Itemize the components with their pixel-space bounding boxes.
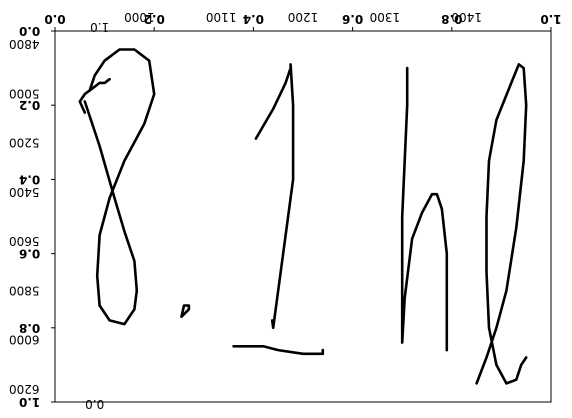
secondary-bottom-label: 0.0 xyxy=(85,397,104,411)
x-tick-label: 1.0 xyxy=(540,12,561,26)
x-tick-label: 0.4 xyxy=(243,12,264,26)
tick-layer xyxy=(51,27,552,403)
secondary-y-tick-label: 6200 xyxy=(9,382,40,396)
secondary-x-tick-label: 1000 xyxy=(124,10,155,24)
y-tick-label: 0.2 xyxy=(19,98,40,112)
label-layer: 0.0 0.2 0.4 0.6 0.8 1.0 0.0 0.2 0.4 0.6 0.8 1.0 1000… xyxy=(9,10,562,411)
ink-stroke-1 xyxy=(78,77,111,114)
secondary-y-tick-label: 5000 xyxy=(9,86,40,100)
y-tick-label: 0.6 xyxy=(19,247,40,261)
plot-frame xyxy=(54,30,552,403)
secondary-x-tick-label: 1300 xyxy=(370,10,401,24)
y-tick-label: 0.8 xyxy=(19,321,40,335)
x-tick-label: 0.0 xyxy=(44,12,65,26)
ink-stroke-5 xyxy=(232,345,325,356)
secondary-y-tick-label: 5600 xyxy=(9,234,40,248)
y-tick-label: 0.4 xyxy=(19,172,40,186)
y-tick-label: 1.0 xyxy=(19,395,40,409)
x-tick-label: 0.8 xyxy=(441,12,462,26)
x-tick-label: 0.2 xyxy=(144,12,165,26)
secondary-x-tick-label: 1200 xyxy=(288,10,319,24)
secondary-y-tick-label: 6000 xyxy=(9,333,40,347)
ink-stroke-7 xyxy=(475,63,528,385)
secondary-y-tick-label: 5400 xyxy=(9,185,40,199)
x-tick-label: 0.6 xyxy=(342,12,363,26)
secondary-y-tick-label: 5800 xyxy=(9,283,40,297)
ink-stroke-2 xyxy=(83,48,156,326)
secondary-extra-label: 1.0 xyxy=(90,20,109,34)
y-tick-label: 0.0 xyxy=(19,24,40,38)
ink-layer xyxy=(78,48,528,385)
ink-stroke-6 xyxy=(400,66,449,352)
secondary-x-tick-label: 1400 xyxy=(451,10,482,24)
secondary-y-tick-label: 4800 xyxy=(9,37,40,51)
secondary-y-tick-label: 5200 xyxy=(9,136,40,150)
ink-stroke-4 xyxy=(254,63,295,330)
secondary-x-tick-label: 1100 xyxy=(206,10,237,24)
ink-stroke-3 xyxy=(180,304,191,318)
